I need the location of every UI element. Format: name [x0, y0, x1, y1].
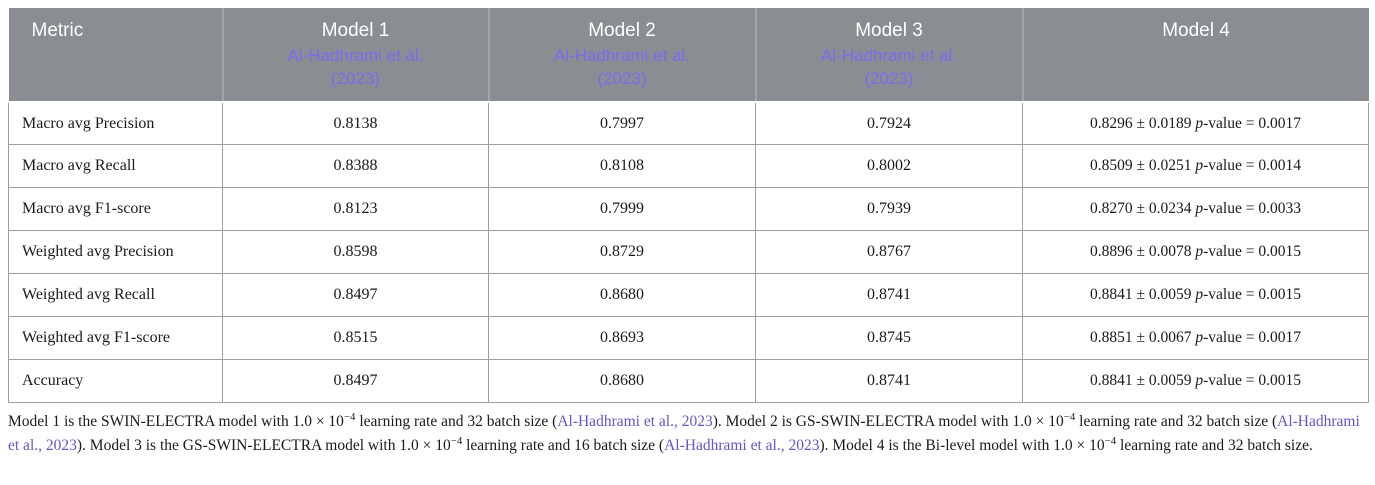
- header-row: Metric Model 1 Al-Hadhrami et al. (2023) …: [8, 8, 1369, 103]
- model2-value-cell: 0.8680: [488, 273, 756, 318]
- model1-value-cell: 0.8497: [222, 359, 489, 404]
- column-header-metric: Metric: [8, 8, 223, 103]
- metric-label-cell: Accuracy: [8, 359, 223, 404]
- citation-link[interactable]: Al-Hadhrami et al., 2023: [8, 413, 1360, 455]
- model4-value-cell: 0.8296 ± 0.0189 p-value = 0.0017: [1022, 101, 1369, 146]
- citation-link[interactable]: Al-Hadhrami et al. (2023): [230, 45, 482, 91]
- citation-line2: (2023): [864, 68, 914, 88]
- column-header-label: Metric: [31, 20, 84, 41]
- model2-value-cell: 0.7999: [488, 187, 756, 232]
- model2-value-cell: 0.8108: [488, 144, 756, 189]
- model4-value-cell: 0.8509 ± 0.0251 p-value = 0.0014: [1022, 144, 1369, 189]
- column-header-model3: Model 3 Al-Hadhrami et al. (2023): [754, 8, 1023, 103]
- table-row: Weighted avg Precision 0.8598 0.8729 0.8…: [8, 230, 1369, 275]
- model3-value-cell: 0.8767: [755, 230, 1023, 275]
- citation-link[interactable]: Al-Hadhrami et al., 2023: [557, 413, 713, 431]
- model-comparison-table: Metric Model 1 Al-Hadhrami et al. (2023) …: [8, 8, 1369, 404]
- column-header-label: Model 1: [321, 20, 390, 41]
- model2-value-cell: 0.8680: [488, 359, 756, 404]
- column-header-model4: Model 4: [1021, 8, 1369, 103]
- footnote: Model 1 is the SWIN-ELECTRA model with 1…: [8, 411, 1360, 455]
- model3-value-cell: 0.7939: [755, 187, 1023, 232]
- model4-value-cell: 0.8841 ± 0.0059 p-value = 0.0015: [1022, 273, 1369, 318]
- model3-value-cell: 0.8745: [755, 316, 1023, 361]
- metric-label-cell: Macro avg Recall: [8, 144, 223, 189]
- citation-line1: Al-Hadhrami et al.: [287, 46, 424, 65]
- table-row: Macro avg F1-score 0.8123 0.7999 0.7939 …: [8, 187, 1369, 232]
- column-header-label: Model 4: [1162, 20, 1230, 41]
- model3-value-cell: 0.7924: [755, 101, 1023, 146]
- model3-value-cell: 0.8002: [755, 144, 1023, 189]
- model4-value-cell: 0.8896 ± 0.0078 p-value = 0.0015: [1022, 230, 1369, 275]
- citation-line2: (2023): [330, 68, 381, 88]
- model1-value-cell: 0.8123: [222, 187, 489, 232]
- metric-label-cell: Macro avg F1-score: [8, 187, 223, 232]
- model1-value-cell: 0.8138: [222, 101, 489, 146]
- table-row: Accuracy 0.8497 0.8680 0.8741 0.8841 ± 0…: [8, 359, 1369, 404]
- column-header-model1: Model 1 Al-Hadhrami et al. (2023): [221, 8, 489, 103]
- citation-link[interactable]: Al-Hadhrami et al. (2023): [763, 45, 1016, 91]
- citation-link[interactable]: Al-Hadhrami et al. (2023): [496, 45, 749, 91]
- column-header-label: Model 3: [855, 20, 923, 41]
- metric-label-cell: Weighted avg Precision: [8, 230, 223, 275]
- model3-value-cell: 0.8741: [755, 273, 1023, 318]
- model2-value-cell: 0.7997: [488, 101, 756, 146]
- table-body: Macro avg Precision 0.8138 0.7997 0.7924…: [8, 101, 1369, 404]
- citation-line1: Al-Hadhrami et al.: [820, 46, 958, 65]
- column-header-model2: Model 2 Al-Hadhrami et al. (2023): [487, 8, 756, 103]
- model4-value-cell: 0.8270 ± 0.0234 p-value = 0.0033: [1022, 187, 1369, 232]
- model1-value-cell: 0.8598: [222, 230, 489, 275]
- citation-line1: Al-Hadhrami et al.: [553, 46, 691, 65]
- model4-value-cell: 0.8841 ± 0.0059 p-value = 0.0015: [1022, 359, 1369, 404]
- paper-table-figure: Metric Model 1 Al-Hadhrami et al. (2023) …: [8, 8, 1369, 455]
- model2-value-cell: 0.8729: [488, 230, 756, 275]
- model4-value-cell: 0.8851 ± 0.0067 p-value = 0.0017: [1022, 316, 1369, 361]
- citation-line2: (2023): [597, 68, 647, 88]
- table-header: Metric Model 1 Al-Hadhrami et al. (2023) …: [8, 8, 1369, 103]
- model3-value-cell: 0.8741: [755, 359, 1023, 404]
- model2-value-cell: 0.8693: [488, 316, 756, 361]
- table-row: Weighted avg Recall 0.8497 0.8680 0.8741…: [8, 273, 1369, 318]
- table-row: Weighted avg F1-score 0.8515 0.8693 0.87…: [8, 316, 1369, 361]
- table-row: Macro avg Precision 0.8138 0.7997 0.7924…: [8, 101, 1369, 146]
- metric-label-cell: Weighted avg Recall: [8, 273, 223, 318]
- table-row: Macro avg Recall 0.8388 0.8108 0.8002 0.…: [8, 144, 1369, 189]
- citation-link[interactable]: Al-Hadhrami et al., 2023: [664, 437, 820, 455]
- metric-label-cell: Macro avg Precision: [8, 101, 223, 146]
- metric-label-cell: Weighted avg F1-score: [8, 316, 223, 361]
- model1-value-cell: 0.8497: [222, 273, 489, 318]
- column-header-label: Model 2: [588, 20, 656, 41]
- model1-value-cell: 0.8388: [222, 144, 489, 189]
- model1-value-cell: 0.8515: [222, 316, 489, 361]
